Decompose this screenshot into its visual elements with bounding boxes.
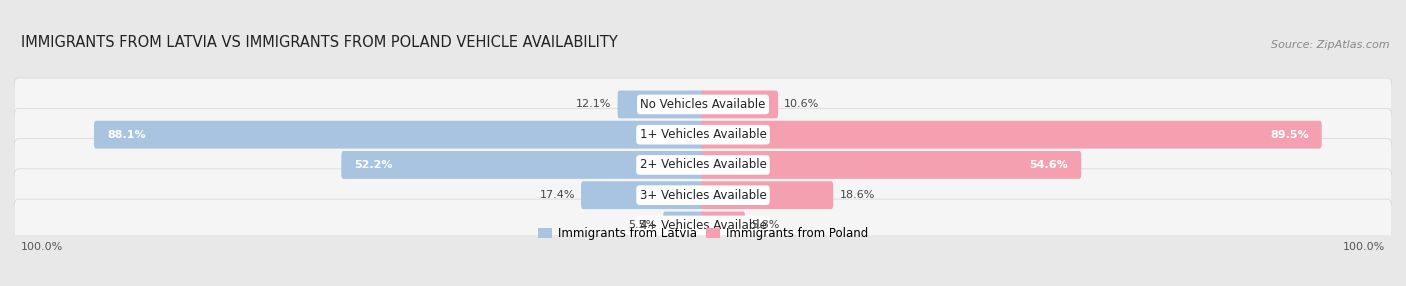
- FancyBboxPatch shape: [14, 139, 1392, 191]
- Legend: Immigrants from Latvia, Immigrants from Poland: Immigrants from Latvia, Immigrants from …: [533, 223, 873, 245]
- Text: 5.5%: 5.5%: [628, 221, 657, 231]
- Text: 5.8%: 5.8%: [751, 221, 779, 231]
- Text: 1+ Vehicles Available: 1+ Vehicles Available: [640, 128, 766, 141]
- FancyBboxPatch shape: [664, 212, 704, 239]
- FancyBboxPatch shape: [702, 121, 1322, 149]
- Text: 18.6%: 18.6%: [839, 190, 875, 200]
- Text: 10.6%: 10.6%: [785, 100, 820, 110]
- FancyBboxPatch shape: [14, 199, 1392, 252]
- FancyBboxPatch shape: [581, 181, 704, 209]
- Text: No Vehicles Available: No Vehicles Available: [640, 98, 766, 111]
- FancyBboxPatch shape: [14, 108, 1392, 161]
- Text: 88.1%: 88.1%: [107, 130, 146, 140]
- Text: 12.1%: 12.1%: [576, 100, 612, 110]
- FancyBboxPatch shape: [702, 151, 1081, 179]
- FancyBboxPatch shape: [14, 78, 1392, 131]
- FancyBboxPatch shape: [702, 212, 745, 239]
- FancyBboxPatch shape: [617, 90, 704, 118]
- Text: 100.0%: 100.0%: [21, 242, 63, 252]
- FancyBboxPatch shape: [342, 151, 704, 179]
- Text: 17.4%: 17.4%: [540, 190, 575, 200]
- FancyBboxPatch shape: [94, 121, 704, 149]
- Text: 52.2%: 52.2%: [354, 160, 392, 170]
- Text: Source: ZipAtlas.com: Source: ZipAtlas.com: [1271, 40, 1389, 50]
- Text: 89.5%: 89.5%: [1270, 130, 1309, 140]
- FancyBboxPatch shape: [14, 169, 1392, 222]
- Text: 100.0%: 100.0%: [1343, 242, 1385, 252]
- Text: 4+ Vehicles Available: 4+ Vehicles Available: [640, 219, 766, 232]
- FancyBboxPatch shape: [702, 181, 834, 209]
- Text: 3+ Vehicles Available: 3+ Vehicles Available: [640, 189, 766, 202]
- Text: 54.6%: 54.6%: [1029, 160, 1069, 170]
- Text: 2+ Vehicles Available: 2+ Vehicles Available: [640, 158, 766, 171]
- Text: IMMIGRANTS FROM LATVIA VS IMMIGRANTS FROM POLAND VEHICLE AVAILABILITY: IMMIGRANTS FROM LATVIA VS IMMIGRANTS FRO…: [21, 35, 617, 50]
- FancyBboxPatch shape: [702, 90, 778, 118]
